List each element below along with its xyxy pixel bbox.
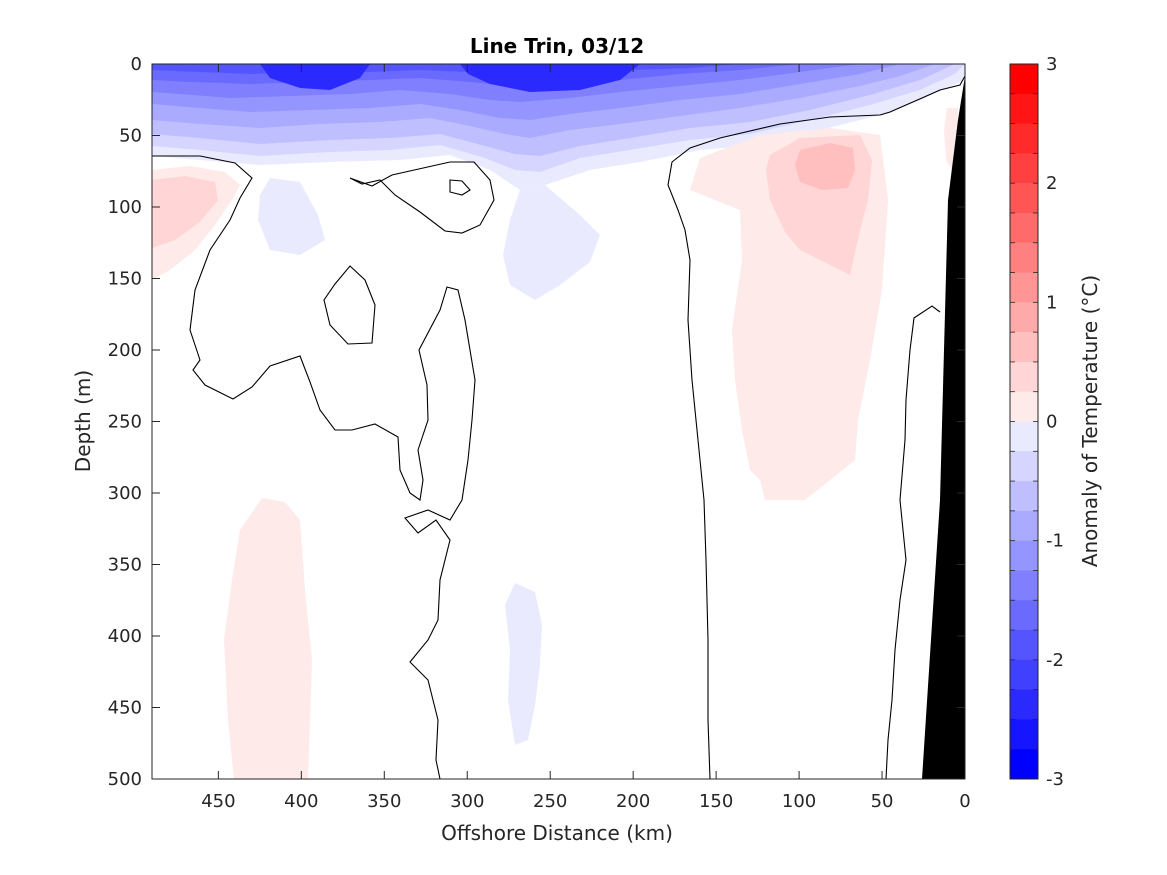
y-axis-label: Depth (m) bbox=[71, 370, 95, 472]
x-tick-label: 200 bbox=[616, 791, 650, 812]
colorbar-bin bbox=[1010, 93, 1038, 125]
x-tick-label: 250 bbox=[533, 791, 567, 812]
colorbar-ticks: 3 2 1 0 -1 -2 -3 bbox=[1046, 54, 1064, 790]
y-tick-label: 500 bbox=[108, 769, 142, 790]
colorbar-bin bbox=[1010, 302, 1038, 333]
x-tick-label: 450 bbox=[201, 791, 235, 812]
colorbar-tick-label: -1 bbox=[1046, 531, 1064, 552]
warm-patch-deep bbox=[224, 498, 312, 779]
colorbar-bin bbox=[1010, 600, 1038, 631]
y-tick-label: 400 bbox=[108, 626, 142, 647]
cool-patch-1 bbox=[258, 178, 325, 255]
colorbar-bin bbox=[1010, 153, 1038, 184]
warm-patch-offshore-core bbox=[152, 176, 218, 248]
y-tick-label: 350 bbox=[108, 555, 142, 576]
cool-patch-3 bbox=[505, 583, 542, 745]
colorbar-bin bbox=[1010, 212, 1038, 244]
zero-contour-loop-2 bbox=[323, 265, 376, 345]
colorbar-bin bbox=[1010, 272, 1038, 303]
x-tick-label: 100 bbox=[782, 791, 816, 812]
zero-contour-shelf bbox=[885, 305, 941, 779]
colorbar-tick-label: -2 bbox=[1046, 650, 1064, 671]
colorbar-bin bbox=[1010, 749, 1038, 780]
colorbar-bin bbox=[1010, 361, 1038, 393]
colorbar-bin bbox=[1010, 451, 1038, 482]
colorbar-tick-label: -3 bbox=[1046, 769, 1064, 790]
y-tick-label: 200 bbox=[108, 340, 142, 361]
x-tick-label: 50 bbox=[871, 791, 894, 812]
x-tick-label: 150 bbox=[699, 791, 733, 812]
y-tick-label: 100 bbox=[108, 197, 142, 218]
colorbar-tick-label: 3 bbox=[1046, 54, 1057, 75]
zero-contour-loop-1 bbox=[349, 161, 495, 234]
colorbar-bin bbox=[1010, 540, 1038, 571]
y-tick-label: 450 bbox=[108, 698, 142, 719]
colorbar-bin bbox=[1010, 570, 1038, 601]
zero-contours bbox=[152, 75, 965, 779]
colorbar-bin bbox=[1010, 630, 1038, 661]
x-tick-label: 0 bbox=[959, 791, 970, 812]
x-tick-label: 400 bbox=[284, 791, 318, 812]
colorbar-bin bbox=[1010, 183, 1038, 214]
y-tick-label: 300 bbox=[108, 483, 142, 504]
colorbar-bin bbox=[1010, 689, 1038, 720]
y-tick-label: 250 bbox=[108, 412, 142, 433]
colorbar-bin bbox=[1010, 510, 1038, 542]
x-axis-label: Offshore Distance (km) bbox=[441, 821, 673, 845]
cold-core-2 bbox=[460, 64, 640, 92]
x-tick-label: 300 bbox=[450, 791, 484, 812]
y-tick-label: 150 bbox=[108, 269, 142, 290]
colorbar-tick-label: 2 bbox=[1046, 173, 1057, 194]
chart-title: Line Trin, 03/12 bbox=[470, 34, 644, 58]
x-tick-label: 350 bbox=[367, 791, 401, 812]
colorbar-bin bbox=[1010, 332, 1038, 363]
contour-fills bbox=[152, 64, 965, 779]
y-axis: 0 50 100 150 200 250 300 350 400 450 500 bbox=[108, 54, 965, 790]
y-tick-label: 50 bbox=[119, 126, 142, 147]
colorbar-bin bbox=[1010, 719, 1038, 750]
zero-contour-small-loop bbox=[449, 179, 471, 196]
x-axis: 450 400 350 300 250 200 150 100 50 0 bbox=[201, 64, 971, 812]
colorbar-bin bbox=[1010, 481, 1038, 512]
cold-core-1 bbox=[260, 64, 370, 90]
colorbar-bin bbox=[1010, 123, 1038, 154]
colorbar-bin bbox=[1010, 242, 1038, 274]
colorbar-bin bbox=[1010, 391, 1038, 422]
zero-contour-surface bbox=[152, 155, 476, 779]
colorbar-bin bbox=[1010, 659, 1038, 691]
zero-contour-nearshore bbox=[667, 75, 965, 779]
colorbar-frame bbox=[1009, 63, 1039, 780]
colorbar-label: Anomaly of Temperature (°C) bbox=[1078, 275, 1102, 567]
cool-patch-2 bbox=[503, 185, 600, 300]
colorbar bbox=[1010, 63, 1038, 780]
warm-core-nearshore-inner bbox=[795, 143, 855, 190]
bottom-topography bbox=[922, 76, 965, 779]
y-tick-label: 0 bbox=[131, 54, 142, 75]
colorbar-tick-label: 0 bbox=[1046, 412, 1057, 433]
colorbar-bin bbox=[1010, 64, 1038, 95]
colorbar-bin bbox=[1010, 421, 1038, 452]
colorbar-tick-label: 1 bbox=[1046, 292, 1057, 313]
